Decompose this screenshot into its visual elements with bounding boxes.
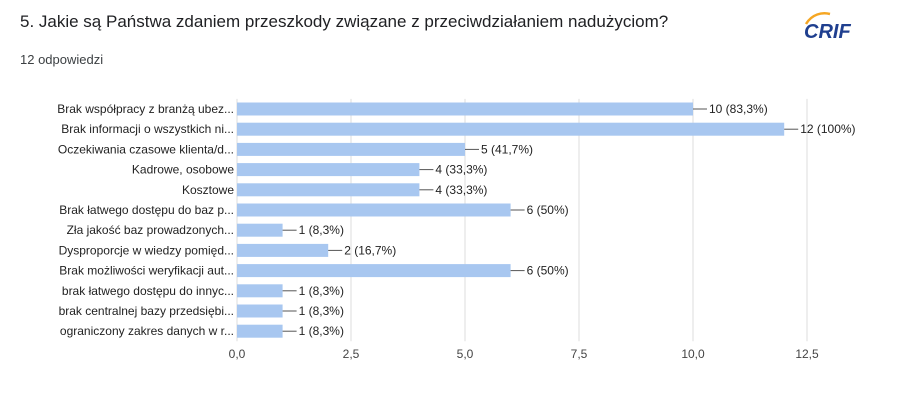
x-tick-label-1: 2,5 — [343, 347, 360, 361]
value-label-0: 10 (83,3%) — [709, 102, 768, 116]
category-label-6: Zła jakość baz prowadzonych... — [67, 223, 234, 237]
x-tick-label-0: 0,0 — [229, 347, 246, 361]
logo-swoosh — [804, 12, 831, 25]
bar-1 — [237, 122, 785, 136]
value-label-8: 6 (50%) — [527, 264, 569, 278]
category-label-2: Oczekiwania czasowe klienta/d... — [58, 142, 234, 156]
question-title: 5. Jakie są Państwa zdaniem przeszkody z… — [20, 12, 669, 31]
response-count: 12 odpowiedzi — [20, 52, 104, 67]
category-label-3: Kadrowe, osobowe — [132, 163, 234, 177]
value-label-3: 4 (33,3%) — [435, 163, 487, 177]
value-label-6: 1 (8,3%) — [299, 223, 344, 237]
x-tick-label-5: 12,5 — [795, 347, 819, 361]
value-label-7: 2 (16,7%) — [344, 243, 396, 257]
value-label-1: 12 (100%) — [800, 122, 855, 136]
x-tick-label-3: 7,5 — [571, 347, 588, 361]
bar-7 — [237, 243, 329, 257]
value-label-5: 6 (50%) — [527, 203, 569, 217]
value-label-2: 5 (41,7%) — [481, 142, 533, 156]
bar-layer — [237, 102, 785, 338]
label-layer: 0,0 2,5 5,0 7,5 10,0 12,5 Brak współpracy z br… — [57, 102, 855, 361]
category-label-11: ograniczony zakres danych w r... — [60, 324, 234, 338]
crif-logo: CRIF — [804, 12, 851, 42]
category-label-0: Brak współpracy z branżą ubez... — [57, 102, 234, 116]
bar-8 — [237, 264, 511, 278]
bar-2 — [237, 142, 465, 156]
bar-6 — [237, 223, 283, 237]
bar-3 — [237, 163, 420, 177]
value-label-10: 1 (8,3%) — [299, 304, 344, 318]
x-tick-label-2: 5,0 — [457, 347, 474, 361]
value-label-9: 1 (8,3%) — [299, 284, 344, 298]
category-label-8: Brak możliwości weryfikacji aut... — [59, 264, 234, 278]
bar-5 — [237, 203, 511, 217]
bar-0 — [237, 102, 693, 116]
category-label-5: Brak łatwego dostępu do baz p... — [59, 203, 234, 217]
value-label-11: 1 (8,3%) — [299, 324, 344, 338]
grid-layer — [236, 98, 808, 342]
bar-10 — [237, 304, 283, 318]
bar-9 — [237, 284, 283, 298]
category-label-4: Kosztowe — [182, 183, 234, 197]
category-label-7: Dysproporcje w wiedzy pomięd... — [59, 243, 234, 257]
value-label-4: 4 (33,3%) — [435, 183, 487, 197]
x-tick-label-4: 10,0 — [681, 347, 705, 361]
bar-4 — [237, 183, 420, 197]
category-label-1: Brak informacji o wszystkich ni... — [61, 122, 234, 136]
bar-11 — [237, 324, 283, 338]
category-label-9: brak łatwego dostępu do innyc... — [62, 284, 234, 298]
category-label-10: brak centralnej bazy przedsiębi... — [59, 304, 234, 318]
logo-text: CRIF — [804, 21, 851, 42]
